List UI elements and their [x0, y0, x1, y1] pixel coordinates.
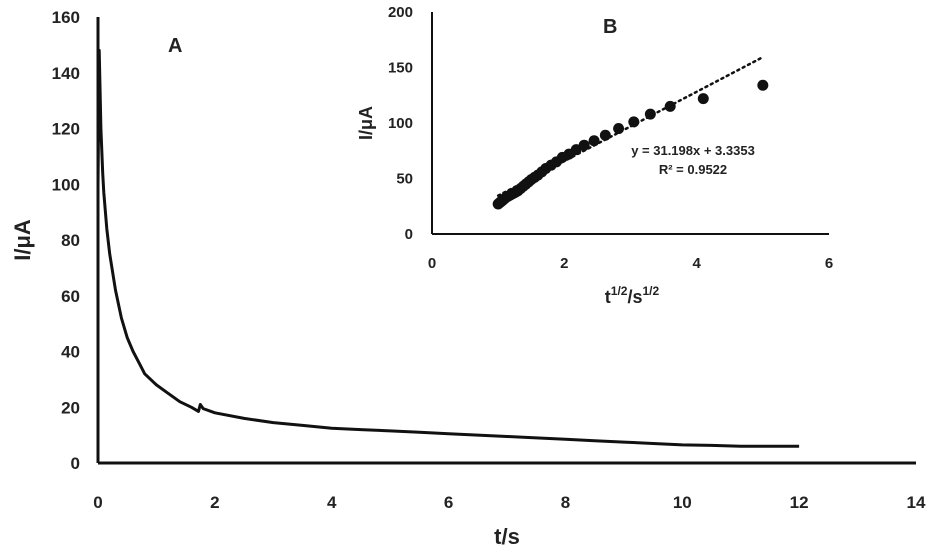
- panel-b-x-ticks: 0 2 4 6: [428, 255, 833, 272]
- panel-a-y-tick-label: 140: [52, 64, 80, 83]
- panel-a-x-tick-label: 4: [327, 493, 337, 512]
- panel-b-y-ticks: 0 50 100 150 200: [388, 4, 413, 243]
- panel-b-y-tick-label: 50: [396, 171, 413, 188]
- panel-b-x-tick-label: 2: [560, 255, 568, 272]
- panel-a-x-tick-label: 10: [673, 493, 692, 512]
- panel-a-y-tick-label: 0: [71, 454, 80, 473]
- panel-b-label: B: [603, 16, 617, 38]
- panel-a-x-tick-label: 2: [210, 493, 219, 512]
- panel-a-y-tick-label: 100: [52, 175, 80, 194]
- panel-b-data-point: [599, 129, 611, 141]
- panel-a-x-ticks: 0 2 4 6 8 10 12 14: [93, 493, 926, 512]
- panel-a-x-tick-label: 6: [444, 493, 453, 512]
- panel-b-data-point: [613, 123, 625, 135]
- panel-b-data-point: [664, 100, 676, 112]
- panel-a-y-tick-label: 80: [61, 231, 80, 250]
- panel-b-x-tick-label: 4: [692, 255, 701, 272]
- panel-a-y-tick-label: 40: [61, 343, 80, 362]
- panel-b: 0 2 4 6 0 50 100 150 200 B y = 31.198x + 3.3353…: [356, 4, 836, 307]
- panel-a-y-tick-label: 120: [52, 120, 80, 139]
- panel-b-data-point: [757, 79, 769, 91]
- panel-b-y-axis-title: I/μA: [356, 106, 376, 140]
- panel-a-y-tick-label: 60: [61, 287, 80, 306]
- panel-b-data-point: [697, 93, 709, 105]
- panel-b-data-point: [644, 108, 656, 120]
- panel-b-points: [492, 79, 769, 210]
- panel-b-y-tick-label: 0: [405, 226, 413, 243]
- panel-b-x-tick-label: 0: [428, 255, 436, 272]
- panel-a-y-tick-label: 20: [61, 398, 80, 417]
- panel-a-y-ticks: 0 20 40 60 80 100 120 140 160: [52, 8, 80, 473]
- panel-b-x-title-base: t: [605, 287, 611, 307]
- panel-a-x-tick-label: 8: [561, 493, 570, 512]
- panel-a-x-tick-label: 12: [790, 493, 809, 512]
- panel-b-x-tick-label: 6: [825, 255, 833, 272]
- panel-a-label: A: [168, 35, 182, 57]
- panel-a-y-axis-title: I/μA: [10, 219, 35, 261]
- panel-b-x-title-sup2: 1/2: [643, 284, 660, 298]
- panel-b-y-tick-label: 150: [388, 60, 413, 77]
- panel-a-y-tick-label: 160: [52, 8, 80, 27]
- panel-b-y-tick-label: 200: [388, 4, 413, 21]
- panel-a-x-tick-label: 0: [93, 493, 102, 512]
- panel-b-data-point: [578, 139, 590, 151]
- panel-a-x-tick-label: 14: [907, 493, 926, 512]
- panel-a-x-axis-title: t/s: [494, 524, 520, 549]
- panel-b-r-squared: R² = 0.9522: [659, 162, 727, 177]
- panel-b-trendline-equation: y = 31.198x + 3.3353: [631, 143, 755, 158]
- panel-b-data-point: [628, 116, 640, 128]
- panel-a-series-line: [96, 48, 800, 448]
- panel-b-data-point: [588, 135, 600, 147]
- panel-b-x-title-sup1: 1/2: [611, 284, 628, 298]
- panel-b-x-title-mid: /s: [627, 287, 642, 307]
- panel-b-x-axis-title: t1/2/s1/2: [605, 284, 660, 307]
- panel-b-y-tick-label: 100: [388, 115, 413, 132]
